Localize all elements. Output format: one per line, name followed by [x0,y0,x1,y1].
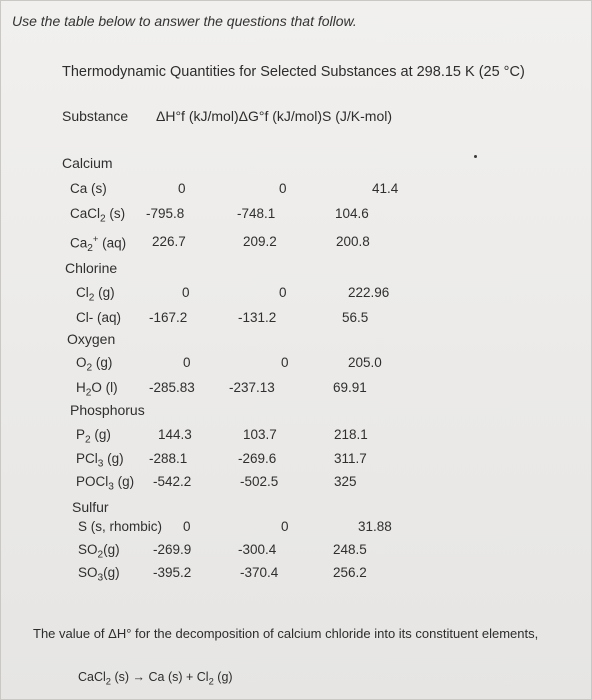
substance-name: Ca (s) [70,181,107,196]
gibbs-value: -502.5 [240,474,279,489]
entropy-value: 41.4 [372,181,399,196]
header-substance: Substance [62,108,129,124]
question-text: The value of ΔH° for the decomposition o… [33,626,539,641]
gibbs-value: 209.2 [243,234,277,249]
enthalpy-value: -269.9 [153,542,192,557]
enthalpy-value: -395.2 [153,565,192,580]
group-label: Chlorine [65,260,118,276]
gibbs-value: -370.4 [240,565,279,580]
substance-name: O2 (g) [76,355,113,374]
gibbs-value: -237.13 [229,380,275,395]
substance-name: P2 (g) [76,427,111,446]
enthalpy-value: 144.3 [158,427,192,442]
enthalpy-value: -542.2 [153,474,192,489]
reaction-equation: CaCl2 (s) → Ca (s) + Cl2 (g) [78,670,233,687]
gibbs-value: 103.7 [243,427,277,442]
gibbs-value: 0 [279,285,287,300]
entropy-value: 325 [334,474,357,489]
group-label: Oxygen [67,331,116,347]
gibbs-value: 0 [279,181,287,196]
entropy-value: 256.2 [333,565,367,580]
gibbs-value: -269.6 [238,451,277,466]
entropy-value: 248.5 [333,542,367,557]
enthalpy-value: -288.1 [149,451,188,466]
substance-name: PCl3 (g) [76,451,124,470]
substance-name: Cl- (aq) [76,310,122,325]
entropy-value: 69.91 [333,380,367,395]
enthalpy-value: 226.7 [152,234,186,249]
entropy-value: 104.6 [335,206,369,221]
substance-name: CaCl2 (s) [70,206,126,225]
substance-name: Cl2 (g) [76,285,115,304]
gibbs-value: -131.2 [238,310,277,325]
entropy-value: 205.0 [348,355,382,370]
enthalpy-value: 0 [183,355,191,370]
enthalpy-value: 0 [178,181,186,196]
entropy-value: 218.1 [334,427,368,442]
gibbs-value: -748.1 [237,206,276,221]
enthalpy-value: 0 [182,285,190,300]
group-label: Calcium [62,155,113,171]
gibbs-value: 0 [281,355,289,370]
substance-name: S (s, rhombic) [78,519,163,534]
gibbs-value: -300.4 [238,542,277,557]
enthalpy-value: -167.2 [149,310,188,325]
substance-name: H2O (l) [76,380,118,399]
group-label: Phosphorus [70,402,145,418]
substance-name: SO3(g) [78,565,120,584]
group-label: Sulfur [72,499,109,515]
header-enthalpy-gibbs-entropy: ΔH°f (kJ/mol)ΔG°f (kJ/mol)S (J/K-mol) [156,108,393,124]
entropy-value: 222.96 [348,285,390,300]
gibbs-value: 0 [281,519,289,534]
entropy-value: 200.8 [336,234,370,249]
substance-name: SO2(g) [78,542,120,561]
enthalpy-value: -285.83 [149,380,195,395]
enthalpy-value: -795.8 [146,206,185,221]
entropy-value: 31.88 [358,519,392,534]
instruction-text: Use the table below to answer the questi… [12,13,357,29]
entropy-value: 56.5 [342,310,369,325]
substance-name: POCl3 (g) [76,474,135,493]
enthalpy-value: 0 [183,519,191,534]
substance-name: Ca2+ (aq) [70,234,127,255]
entropy-value: 311.7 [334,451,367,466]
table-title: Thermodynamic Quantities for Selected Su… [62,64,525,80]
speck-mark [474,155,477,158]
